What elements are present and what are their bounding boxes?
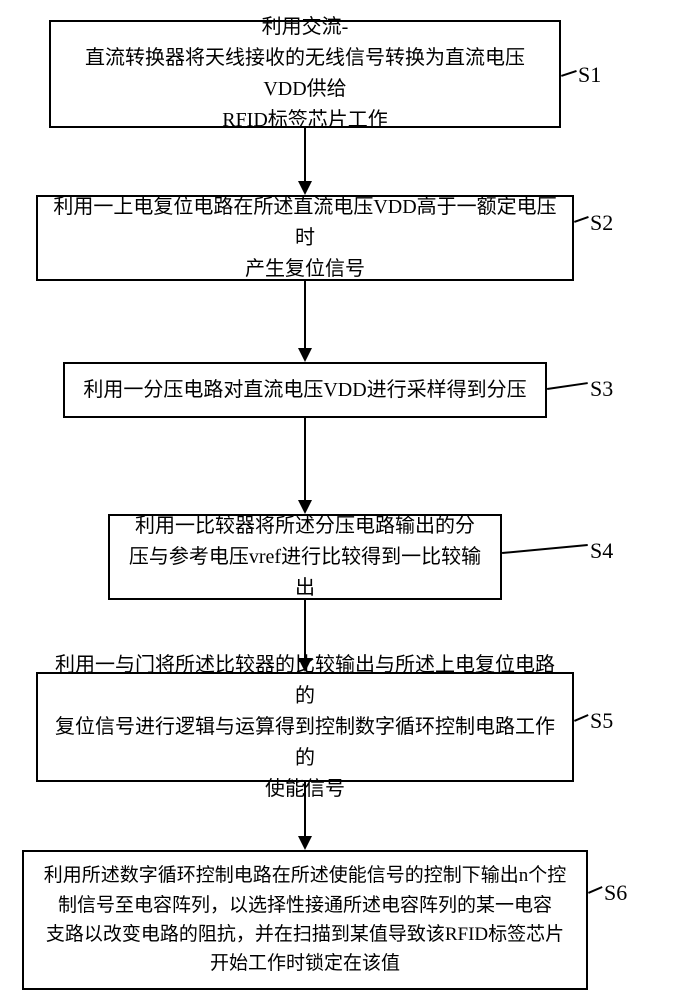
step-label-s2: S2 [590,210,613,236]
flowchart-canvas: 利用交流- 直流转换器将天线接收的无线信号转换为直流电压VDD供给 RFID标签… [0,0,679,1000]
step-label-s6: S6 [604,880,627,906]
step-text: 利用所述数字循环控制电路在所述使能信号的控制下输出n个控 制信号至电容阵列，以选… [44,861,567,979]
step-box-s2: 利用一上电复位电路在所述直流电压VDD高于一额定电压时 产生复位信号 [36,195,574,281]
step-label-s1: S1 [578,62,601,88]
arrow-line [304,418,306,502]
label-connector [574,714,589,721]
arrow-head-icon [298,836,312,850]
arrow-line [304,782,306,838]
step-box-s6: 利用所述数字循环控制电路在所述使能信号的控制下输出n个控 制信号至电容阵列，以选… [22,850,588,990]
arrow-head-icon [298,500,312,514]
step-text: 利用交流- 直流转换器将天线接收的无线信号转换为直流电压VDD供给 RFID标签… [65,12,545,136]
arrow-head-icon [298,658,312,672]
step-text: 利用一比较器将所述分压电路输出的分 压与参考电压vref进行比较得到一比较输出 [124,511,486,604]
step-box-s3: 利用一分压电路对直流电压VDD进行采样得到分压 [63,362,547,418]
label-connector [588,886,603,893]
arrow-line [304,281,306,350]
step-label-s5: S5 [590,708,613,734]
label-connector [561,70,576,76]
label-connector [547,382,588,389]
step-box-s4: 利用一比较器将所述分压电路输出的分 压与参考电压vref进行比较得到一比较输出 [108,514,502,600]
step-text: 利用一上电复位电路在所述直流电压VDD高于一额定电压时 产生复位信号 [52,192,558,285]
arrow-line [304,600,306,660]
arrow-head-icon [298,181,312,195]
label-connector [502,544,588,553]
label-connector [574,216,588,222]
arrow-line [304,128,306,183]
step-box-s5: 利用一与门将所述比较器的比较输出与所述上电复位电路的 复位信号进行逻辑与运算得到… [36,672,574,782]
step-text: 利用一分压电路对直流电压VDD进行采样得到分压 [83,375,526,406]
step-box-s1: 利用交流- 直流转换器将天线接收的无线信号转换为直流电压VDD供给 RFID标签… [49,20,561,128]
arrow-head-icon [298,348,312,362]
step-label-s4: S4 [590,538,613,564]
step-label-s3: S3 [590,376,613,402]
